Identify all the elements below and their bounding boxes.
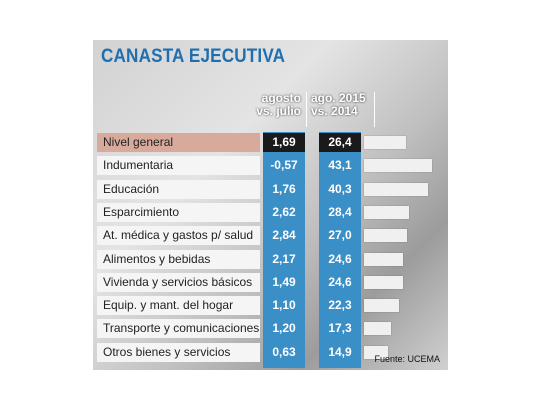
table-row: Nivel general 1,69 26,4	[97, 132, 447, 153]
table-row: Esparcimiento 2,62 28,4	[97, 202, 447, 223]
yearly-bar	[364, 229, 407, 243]
column-header-monthly: agosto vs. julio	[253, 92, 301, 118]
row-label: Alimentos y bebidas	[97, 249, 260, 269]
monthly-value: 1,76	[272, 181, 296, 196]
yearly-value: 28,4	[328, 204, 352, 219]
yearly-value: 17,3	[328, 321, 352, 336]
column-header-rule	[374, 92, 375, 127]
row-label: Vivienda y servicios básicos	[97, 272, 260, 292]
row-label: Nivel general	[97, 133, 260, 152]
monthly-value: -0,57	[270, 158, 298, 173]
yearly-value: 26,4	[319, 133, 361, 152]
row-label: Transporte y comunicaciones	[97, 319, 260, 339]
row-label: Esparcimiento	[97, 202, 260, 222]
yearly-bar	[364, 136, 406, 149]
yearly-value: 24,6	[328, 274, 352, 289]
monthly-column-band	[263, 132, 305, 368]
yearly-bar	[364, 299, 399, 313]
table-row: Equip. y mant. del hogar 1,10 22,3	[97, 295, 447, 316]
table-row: Indumentaria -0,57 43,1	[97, 155, 447, 176]
yearly-column-band	[319, 132, 361, 368]
row-label: Indumentaria	[97, 156, 260, 176]
table-row: At. médica y gastos p/ salud 2,84 27,0	[97, 225, 447, 246]
source-note: Fuente: UCEMA	[374, 354, 440, 364]
column-header-yearly: ago. 2015 vs. 2014	[311, 92, 369, 118]
yearly-bar	[364, 345, 388, 359]
monthly-value: 0,63	[272, 344, 296, 359]
yearly-bar	[364, 252, 403, 266]
yearly-value: 14,9	[328, 344, 352, 359]
table-row: Educación 1,76 40,3	[97, 179, 447, 200]
monthly-value: 2,84	[272, 228, 296, 243]
yearly-bar	[364, 205, 409, 219]
column-header-rule	[306, 92, 307, 127]
column-header-yearly-line2: vs. 2014	[311, 104, 358, 118]
row-label: Educación	[97, 179, 260, 199]
monthly-value: 2,17	[272, 251, 296, 266]
yearly-bar	[364, 322, 391, 336]
table-row: Transporte y comunicaciones 1,20 17,3	[97, 318, 447, 339]
table-row: Alimentos y bebidas 2,17 24,6	[97, 249, 447, 270]
table-row: Vivienda y servicios básicos 1,49 24,6	[97, 272, 447, 293]
chart-title: CANASTA EJECUTIVA	[101, 46, 286, 67]
row-label: At. médica y gastos p/ salud	[97, 226, 260, 246]
chart-panel: CANASTA EJECUTIVA agosto vs. julio ago. …	[93, 40, 448, 370]
monthly-value: 1,69	[263, 133, 305, 152]
column-header-monthly-line2: vs. julio	[256, 104, 301, 118]
yearly-value: 43,1	[328, 158, 352, 173]
row-label: Equip. y mant. del hogar	[97, 296, 260, 316]
yearly-value: 27,0	[328, 228, 352, 243]
monthly-value: 1,10	[272, 298, 296, 313]
column-header-monthly-line1: agosto	[261, 91, 301, 105]
yearly-bar	[364, 182, 428, 196]
yearly-value: 24,6	[328, 251, 352, 266]
table-row: Otros bienes y servicios 0,63 14,9	[97, 342, 447, 363]
monthly-value: 1,49	[272, 274, 296, 289]
yearly-bar	[364, 275, 403, 289]
monthly-value: 2,62	[272, 204, 296, 219]
column-header-yearly-line1: ago. 2015	[311, 91, 366, 105]
yearly-value: 22,3	[328, 298, 352, 313]
row-label: Otros bienes y servicios	[97, 342, 260, 362]
monthly-value: 1,20	[272, 321, 296, 336]
yearly-value: 40,3	[328, 181, 352, 196]
yearly-bar	[364, 159, 432, 173]
